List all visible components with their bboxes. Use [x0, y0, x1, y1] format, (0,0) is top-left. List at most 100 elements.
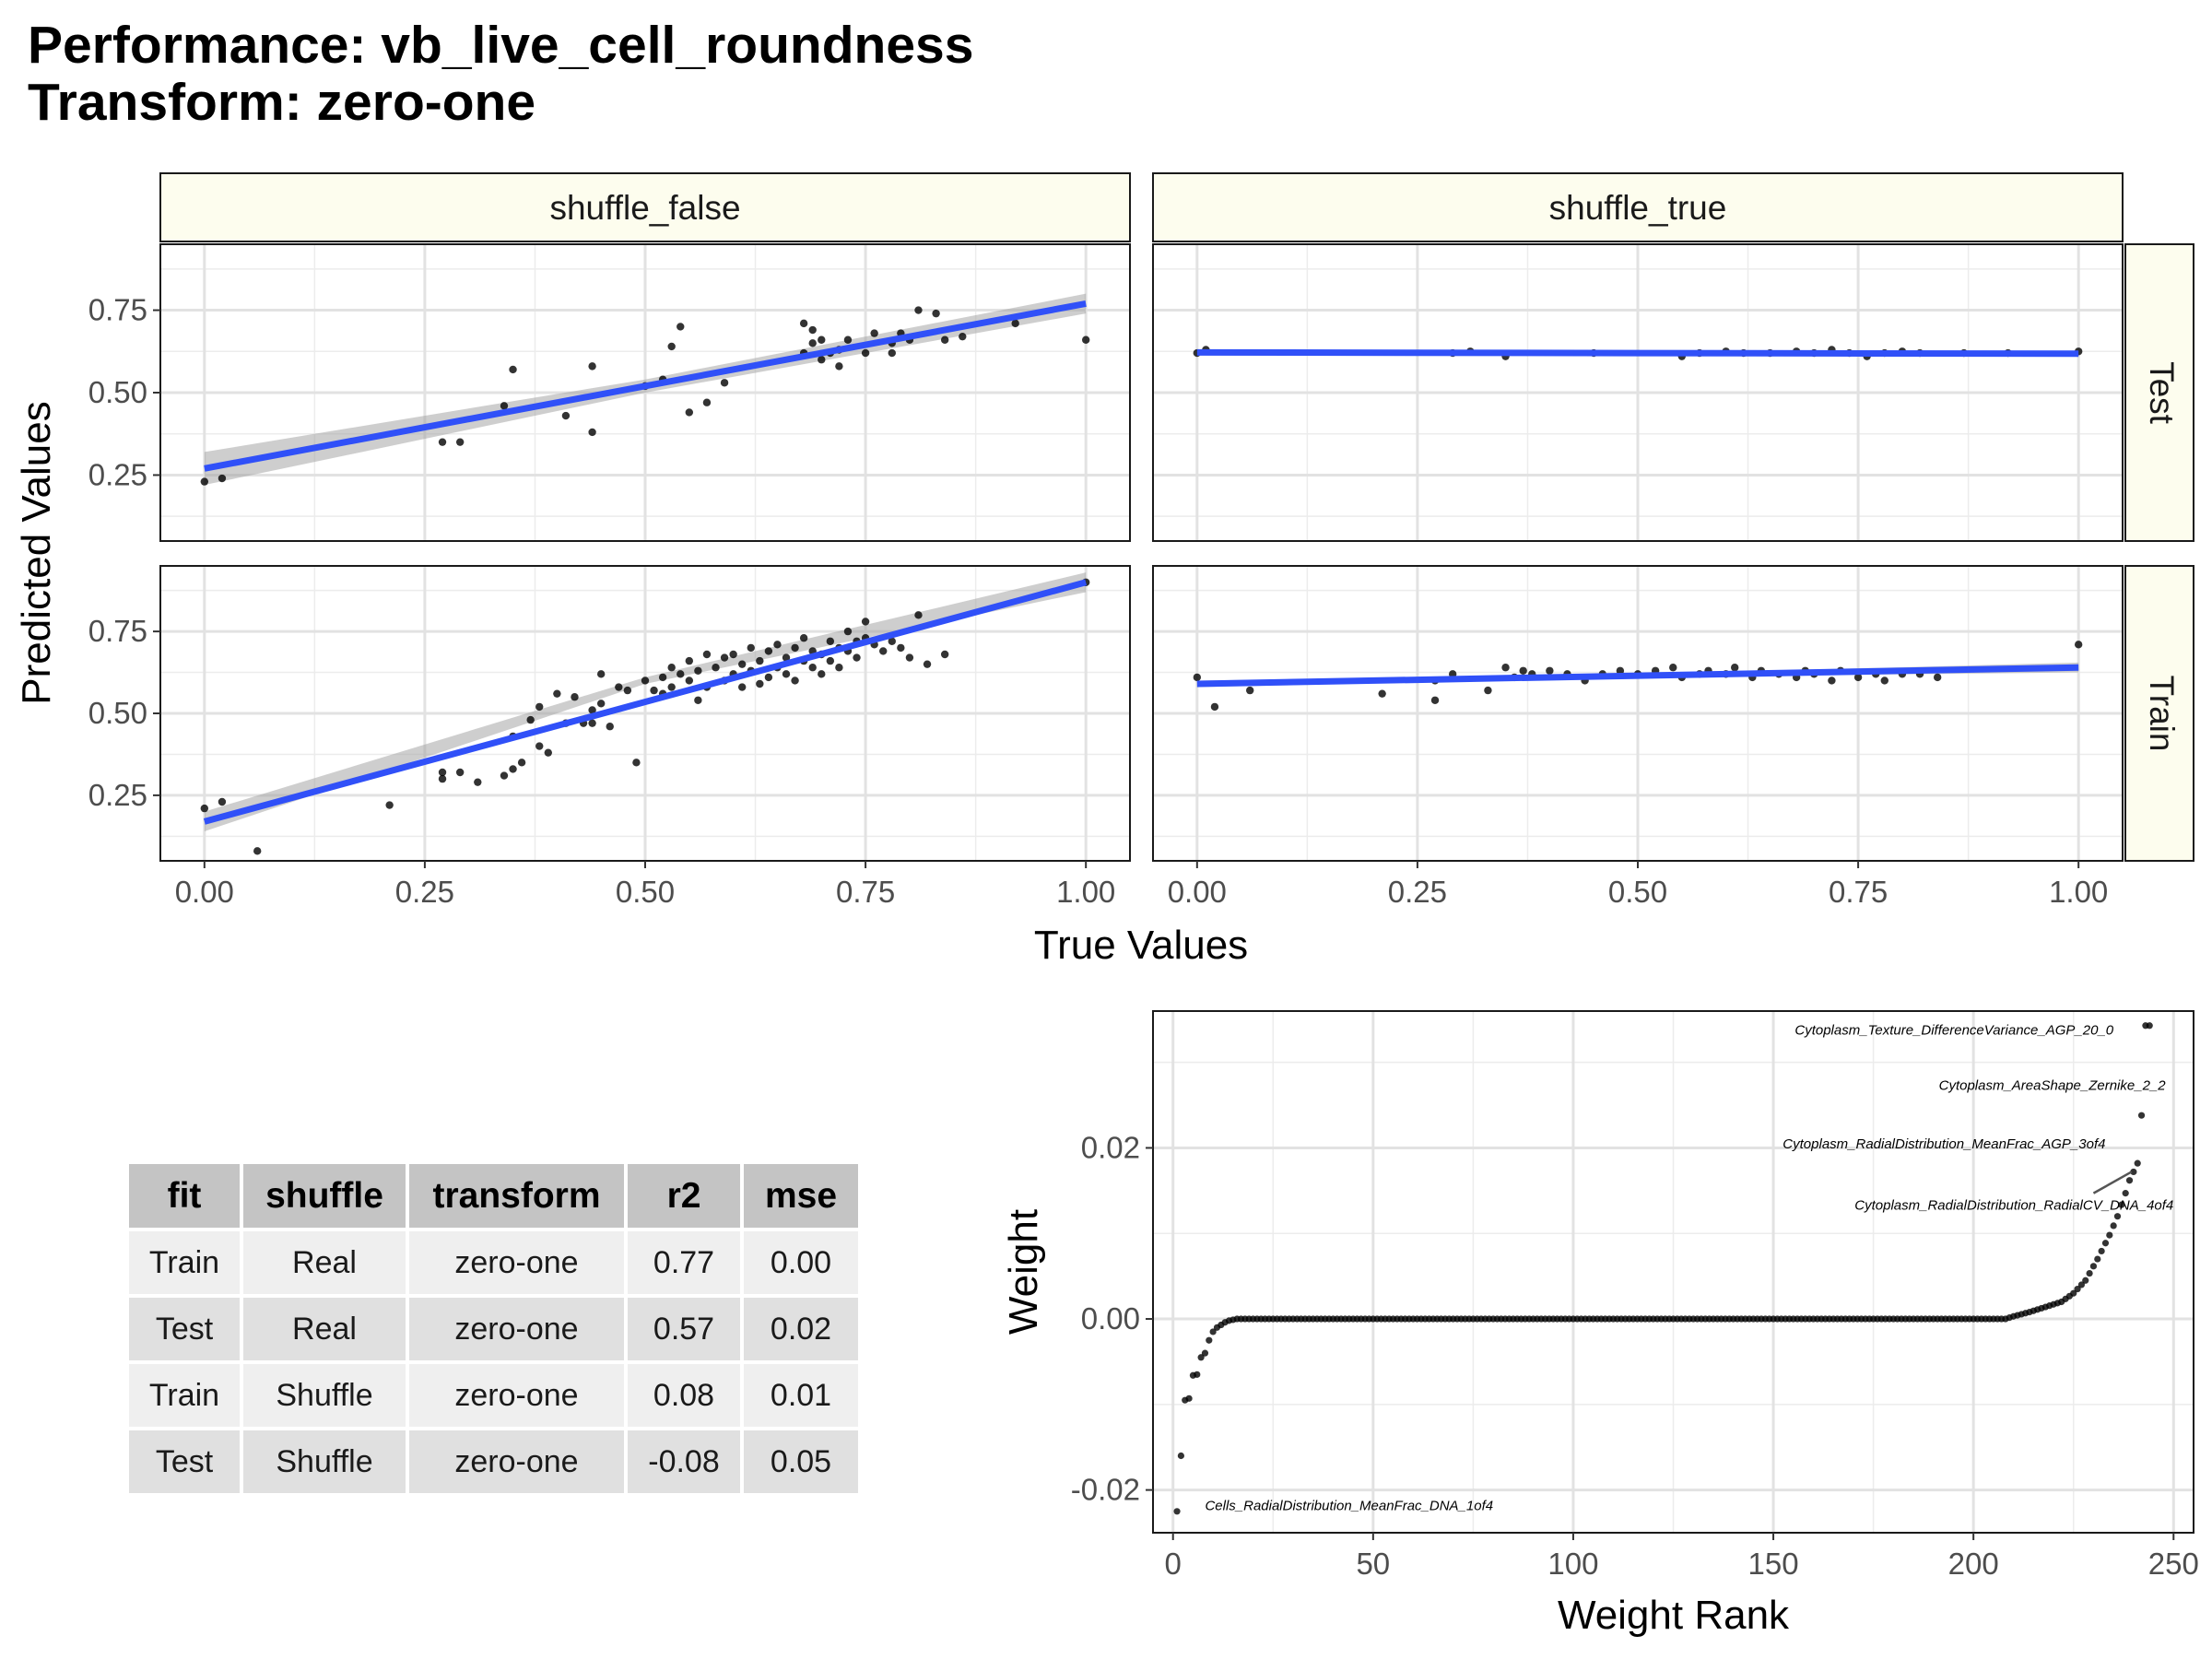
- data-point: [509, 365, 517, 374]
- data-point: [694, 666, 702, 675]
- summary-table: fit shuffle transform r2 mse Train Real zero-o…: [125, 1160, 862, 1497]
- y-axis-title: Weight: [1001, 1209, 1046, 1335]
- data-point: [685, 677, 694, 685]
- data-point: [799, 634, 808, 642]
- y-tick-label: 0.75: [88, 293, 147, 327]
- weight-point: [2122, 1190, 2129, 1197]
- data-point: [615, 683, 623, 691]
- table-cell-shuffle: Real: [243, 1298, 406, 1360]
- weight-point: [1177, 1452, 1184, 1460]
- data-point: [1546, 666, 1554, 675]
- table-header-row: fit shuffle transform r2 mse: [129, 1164, 858, 1228]
- data-point: [685, 408, 694, 417]
- data-point: [641, 677, 650, 685]
- weight-point: [2086, 1269, 2093, 1277]
- panel-border: [1152, 1010, 2194, 1534]
- weight-point: [2094, 1255, 2101, 1263]
- data-point: [438, 438, 447, 446]
- weight-point: [2098, 1247, 2105, 1255]
- weight-point: [2110, 1222, 2117, 1230]
- strip-label-shuffle_true: shuffle_true: [1549, 189, 1727, 227]
- panel-marks: [200, 572, 1090, 855]
- data-point: [253, 847, 262, 855]
- data-point: [200, 804, 209, 813]
- x-tick-label: 0.75: [1829, 875, 1888, 909]
- data-point: [1853, 673, 1863, 682]
- weight-point: [1209, 1328, 1217, 1335]
- data-point: [1933, 673, 1942, 682]
- data-point: [667, 664, 676, 672]
- data-point: [818, 335, 826, 344]
- y-tick-label: -0.02: [1071, 1473, 1140, 1507]
- data-point: [677, 670, 685, 678]
- data-point: [782, 653, 791, 662]
- data-point: [747, 643, 755, 653]
- figure-title: Performance: vb_live_cell_roundness Tran…: [28, 17, 973, 131]
- panel-marks: [1193, 641, 2083, 712]
- fit-line: [204, 300, 1087, 472]
- data-point: [799, 319, 808, 328]
- x-tick-label: 50: [1356, 1547, 1390, 1581]
- data-point: [517, 759, 526, 767]
- data-point: [650, 686, 658, 695]
- feature-annotation: Cells_RadialDistribution_MeanFrac_DNA_1o…: [1205, 1498, 1493, 1513]
- data-point: [1193, 673, 1202, 682]
- table-cell-r2: 0.57: [628, 1298, 740, 1360]
- data-point: [818, 670, 826, 678]
- data-point: [791, 677, 799, 685]
- data-point: [738, 683, 747, 691]
- data-point: [606, 723, 614, 731]
- data-point: [861, 348, 870, 358]
- data-point: [474, 778, 482, 786]
- data-point: [1731, 664, 1739, 672]
- data-point: [764, 673, 773, 682]
- panel-shuffle_true-train: 0.00 0.25 0.50 0.75 1.00: [1152, 565, 2124, 909]
- data-point: [888, 637, 896, 645]
- data-point: [791, 643, 799, 653]
- data-point: [694, 696, 702, 704]
- data-point: [500, 402, 509, 410]
- data-point: [218, 797, 227, 806]
- data-point: [1828, 677, 1836, 685]
- data-point: [1378, 689, 1386, 698]
- weight-point: [2134, 1159, 2141, 1167]
- weight-point: [2106, 1231, 2113, 1239]
- data-point: [940, 650, 949, 659]
- data-point: [588, 362, 596, 371]
- table-row: Train Real zero-one 0.77 0.00: [129, 1231, 858, 1294]
- y-tick-label: 0.02: [1081, 1130, 1140, 1164]
- data-point: [500, 771, 509, 780]
- weight-point: [1185, 1394, 1193, 1402]
- data-point: [588, 428, 596, 437]
- y-tick-label: 0.00: [1081, 1301, 1140, 1335]
- x-tick-label: 0.75: [836, 875, 895, 909]
- weight-point: [2113, 1213, 2122, 1220]
- weight-point: [2089, 1263, 2098, 1270]
- table-cell-transform: zero-one: [409, 1430, 624, 1493]
- weight-point: [2101, 1240, 2110, 1247]
- x-tick-label: 0: [1165, 1547, 1182, 1581]
- weight-point: [2125, 1177, 2134, 1184]
- x-tick-label: 200: [1948, 1547, 1999, 1581]
- table-header-r2: r2: [628, 1164, 740, 1228]
- data-point: [940, 335, 949, 344]
- data-point: [667, 342, 676, 351]
- annotation-leader-line: [2092, 1171, 2133, 1194]
- weight-point: [1197, 1354, 1205, 1361]
- table-cell-r2: 0.77: [628, 1231, 740, 1294]
- data-point: [571, 693, 579, 701]
- data-point: [782, 670, 791, 678]
- facet-grid-plot: shuffle_false shuffle_trueTestTrain0.250.…: [14, 172, 2194, 968]
- table-header-transform: transform: [409, 1164, 624, 1228]
- data-point: [835, 664, 843, 672]
- feature-annotation: Cytoplasm_AreaShape_Zernike_2_2: [1939, 1078, 2167, 1094]
- data-point: [526, 715, 535, 724]
- title-line-1: Performance: vb_live_cell_roundness: [28, 16, 974, 75]
- x-tick-label: 0.25: [395, 875, 454, 909]
- x-tick-label: 1.00: [1056, 875, 1115, 909]
- data-point: [818, 356, 826, 364]
- data-point: [561, 411, 571, 420]
- panel-border: [1152, 243, 2124, 542]
- weight-point: [1206, 1336, 1213, 1344]
- weight-point: [1194, 1371, 1201, 1378]
